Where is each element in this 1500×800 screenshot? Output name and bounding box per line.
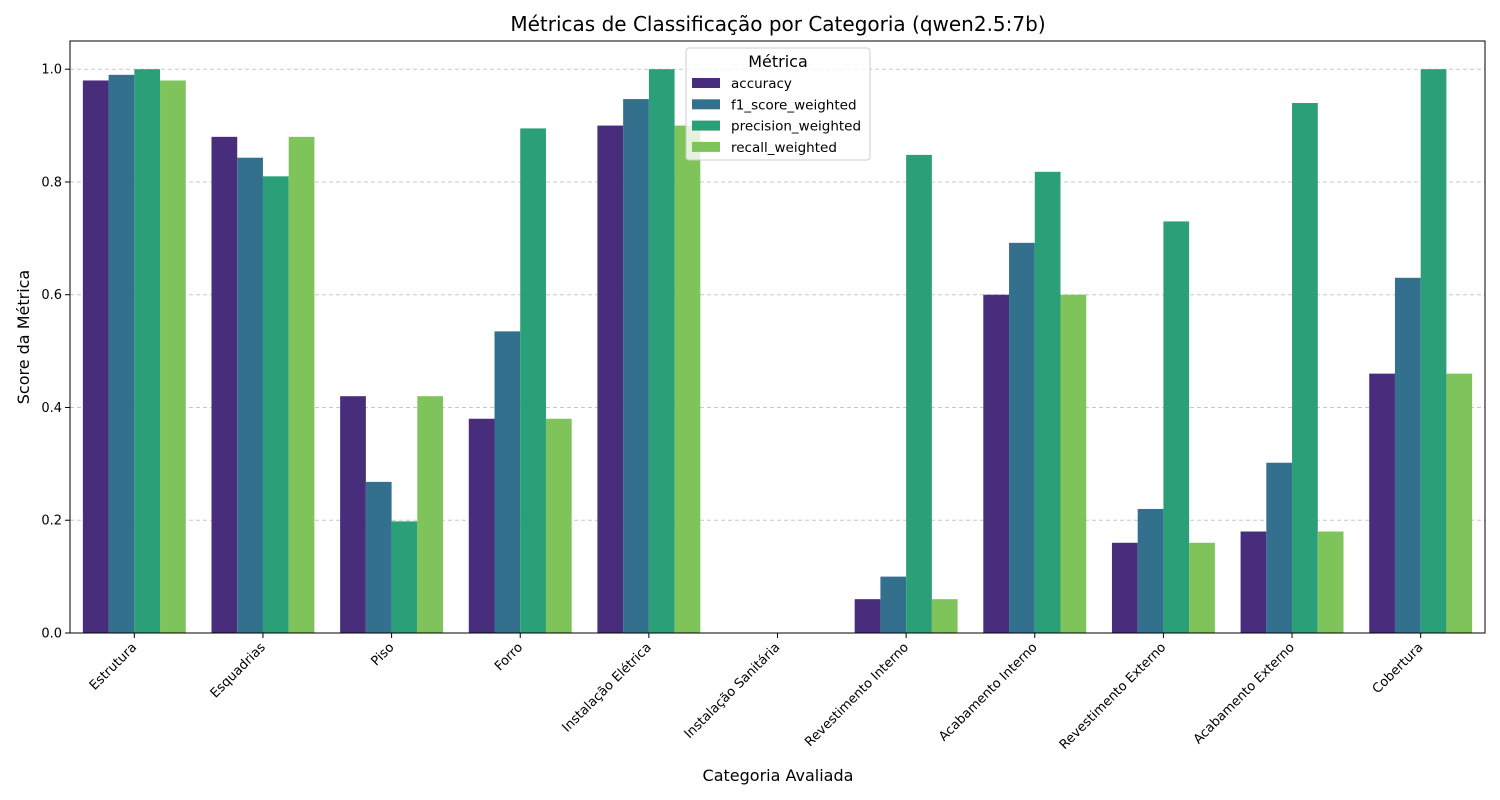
bar-accuracy [1111,542,1138,633]
x-tick-label: Acabamento Externo [1191,640,1298,747]
bar-recall_weighted [1060,294,1087,633]
x-tick-label: Cobertura [1370,640,1427,697]
bar-precision_weighted [906,154,932,633]
legend-box [685,47,871,161]
y-tick-label: 1.0 [41,63,62,78]
bar-accuracy [983,294,1010,633]
bar-accuracy [211,136,238,633]
bar-precision_weighted [1163,221,1190,633]
bar-recall_weighted [1317,531,1344,633]
x-tick-label: Instalação Sanitária [682,640,784,742]
bar-f1_score_weighted [365,481,392,633]
bar-precision_weighted [1292,103,1318,634]
x-tick-label: Estrutura [87,640,140,693]
legend-label-f1_score_weighted: f1_score_weighted [731,97,857,113]
legend-label-accuracy: accuracy [731,76,792,92]
y-tick-label: 0.8 [41,175,62,190]
bar-f1_score_weighted [880,576,907,633]
bar-accuracy [340,396,366,633]
bar-f1_score_weighted [237,157,263,634]
x-tick-label: Instalação Elétrica [559,640,654,735]
x-axis-label: Categoria Avaliada [703,766,854,785]
bar-accuracy [1240,531,1267,633]
bar-recall_weighted [160,80,186,633]
x-tick-label: Piso [368,640,397,669]
legend-swatch-recall_weighted [692,141,720,152]
legend-label-precision_weighted: precision_weighted [731,119,861,135]
chart-title: Métricas de Classificação por Categoria … [510,12,1045,36]
bar-f1_score_weighted [494,331,521,633]
y-tick-label: 0.2 [41,514,62,529]
bar-precision_weighted [391,521,418,633]
bar-precision_weighted [1420,69,1447,633]
y-axis: 0.0 0.2 0.4 0.6 0.8 1.0 [41,63,70,642]
y-tick-label: 0.4 [41,401,62,416]
bar-accuracy [82,80,109,633]
bar-f1_score_weighted [1266,462,1293,633]
legend-swatch-precision_weighted [692,120,720,131]
bar-f1_score_weighted [623,99,649,633]
bar-accuracy [854,599,881,633]
bar-recall_weighted [545,418,572,633]
bar-precision_weighted [262,176,289,634]
bar-f1_score_weighted [108,74,135,634]
legend-title: Métrica [748,52,808,71]
bar-accuracy [468,418,495,633]
bar-precision_weighted [1034,171,1061,633]
y-axis-label: Score da Métrica [14,270,33,405]
legend-swatch-f1_score_weighted [692,99,720,110]
bar-recall_weighted [674,125,701,634]
bar-recall_weighted [417,396,444,633]
x-tick-label: Acabamento Interno [936,640,1040,744]
legend: Métrica accuracy f1_score_weightedprecisi… [685,47,871,161]
bar-precision_weighted [134,69,161,633]
bar-f1_score_weighted [1009,242,1035,633]
bar-recall_weighted [931,599,958,633]
bar-f1_score_weighted [1394,277,1421,633]
x-tick-label: Revestimento Interno [802,640,912,750]
y-tick-label: 0.0 [41,627,62,642]
legend-swatch-accuracy [692,78,720,88]
y-tick-label: 0.6 [41,288,62,303]
bars [82,69,1473,634]
bar-precision_weighted [648,69,675,633]
x-tick-label: Forro [492,640,526,674]
x-tick-label: Esquadrias [208,640,269,701]
x-tick-label: Revestimento Externo [1057,640,1169,752]
bar-f1_score_weighted [1137,508,1164,633]
legend-label-recall_weighted: recall_weighted [731,140,837,156]
bar-accuracy [597,125,624,634]
bar-precision_weighted [520,128,546,633]
bar-recall_weighted [1189,542,1215,633]
bar-accuracy [1369,373,1395,633]
bar-recall_weighted [1446,373,1473,633]
bar-recall_weighted [288,136,315,633]
x-axis: Estrutura Esquadrias Piso Forro Instalação E… [87,633,1427,753]
